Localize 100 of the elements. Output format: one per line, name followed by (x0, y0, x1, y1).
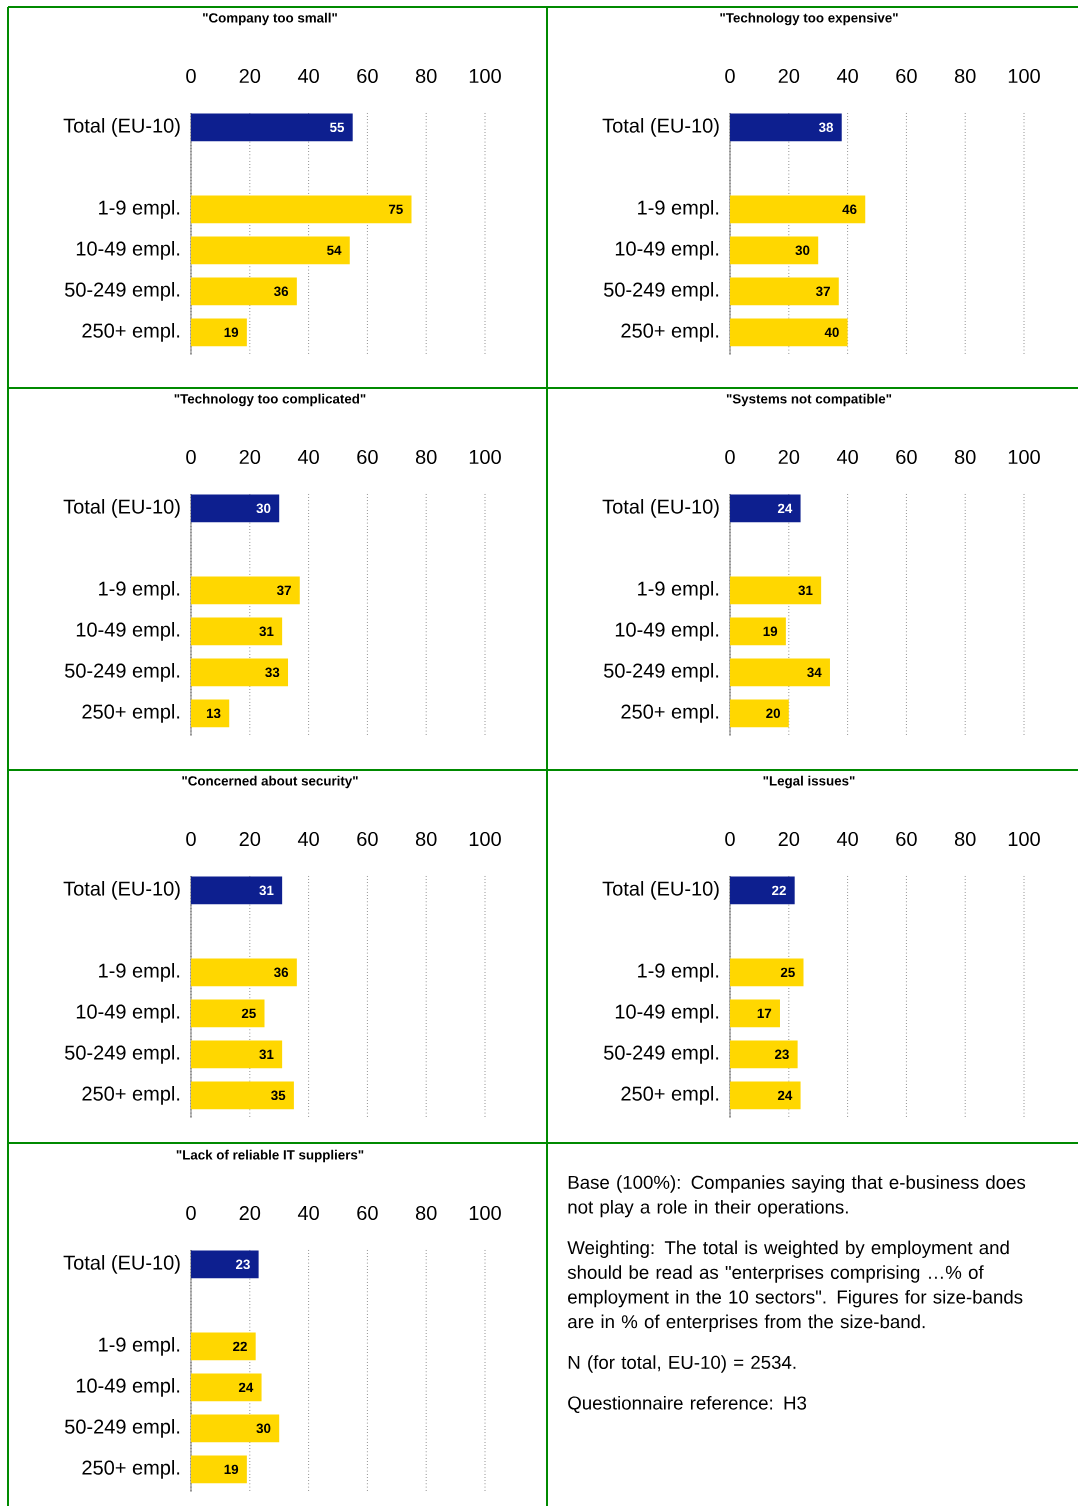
y-tick-label: Total (EU-10) (63, 118, 180, 137)
bar (191, 999, 265, 1028)
bar (730, 699, 789, 728)
data-label: 31 (259, 1049, 274, 1060)
chart-title: "Company too small" (203, 12, 337, 26)
bar (191, 1081, 294, 1110)
x-tick-label: 20 (239, 831, 261, 847)
y-tick-label: 50-249 empl. (65, 1045, 180, 1064)
bar (191, 699, 230, 728)
y-tick-label: 50-249 empl. (65, 282, 180, 301)
bar (730, 658, 830, 687)
bar (191, 236, 350, 265)
y-tick-label: 10-49 empl. (615, 241, 719, 260)
data-label: 23 (774, 1049, 789, 1060)
bar (191, 113, 353, 142)
x-tick-label: 0 (725, 831, 735, 847)
x-tick-label: 20 (778, 449, 800, 465)
bar (191, 876, 283, 905)
x-tick-label: 80 (415, 831, 437, 847)
y-tick-label: 50-249 empl. (65, 1419, 180, 1438)
x-tick-label: 80 (954, 68, 976, 84)
data-label: 23 (235, 1259, 250, 1270)
data-label: 30 (256, 1423, 271, 1434)
y-tick-label: 250+ empl. (82, 1460, 180, 1479)
data-label: 19 (224, 327, 239, 338)
y-tick-label: 50-249 empl. (65, 663, 180, 682)
text: Base (100%): Companies saying that e-business does not play a role in their operations. (568, 1175, 1026, 1218)
data-label: 37 (816, 286, 830, 297)
bar (191, 958, 297, 987)
y-tick-label: 10-49 empl. (76, 241, 180, 260)
x-tick-label: 0 (186, 449, 196, 465)
bar (191, 658, 289, 687)
data-label: 20 (766, 708, 780, 719)
x-tick-label: 80 (954, 831, 976, 847)
data-label: 19 (224, 1464, 239, 1475)
x-tick-label: 20 (239, 449, 261, 465)
x-tick-label: 60 (357, 1205, 378, 1221)
y-tick-label: 250+ empl. (82, 323, 180, 342)
data-label: 31 (259, 885, 274, 896)
data-label: 30 (795, 245, 810, 256)
y-tick-label: Total (EU-10) (602, 118, 719, 137)
x-tick-label: 100 (469, 449, 501, 465)
bar (730, 236, 819, 265)
y-tick-label: Total (EU-10) (602, 499, 719, 518)
data-label: 31 (259, 626, 274, 637)
chart-title: "Legal issues" (763, 775, 855, 789)
data-label: 75 (388, 204, 403, 214)
data-label: 25 (241, 1008, 256, 1019)
x-tick-label: 100 (469, 68, 501, 84)
y-tick-label: 1-9 empl. (638, 200, 719, 219)
data-label: 13 (206, 708, 221, 719)
bar (191, 1040, 283, 1069)
x-tick-label: 0 (725, 449, 735, 465)
x-tick-label: 60 (357, 449, 378, 465)
data-label: 36 (274, 286, 289, 297)
data-label: 24 (777, 503, 793, 513)
y-tick-label: 1-9 empl. (638, 581, 719, 600)
data-label: 17 (757, 1008, 772, 1018)
bar (191, 617, 283, 646)
x-tick-label: 40 (836, 449, 858, 465)
data-label: 19 (763, 626, 778, 637)
bar (191, 318, 247, 347)
x-tick-label: 60 (896, 449, 917, 465)
y-tick-label: 1-9 empl. (99, 581, 180, 600)
y-tick-label: 10-49 empl. (615, 1004, 719, 1023)
data-label: 34 (807, 667, 822, 678)
y-tick-label: 50-249 empl. (604, 663, 719, 682)
data-label: 24 (238, 1382, 254, 1392)
y-tick-label: Total (EU-10) (63, 1255, 180, 1274)
text: N (for total, EU-10) = 2534. (568, 1355, 796, 1373)
x-tick-label: 60 (357, 831, 378, 847)
bar (730, 277, 839, 306)
bar (730, 113, 842, 142)
y-tick-label: 50-249 empl. (604, 1045, 719, 1064)
x-tick-label: 60 (357, 68, 378, 84)
y-tick-label: 250+ empl. (621, 704, 719, 723)
x-tick-label: 80 (415, 68, 437, 84)
chart-title: "Technology too expensive" (720, 12, 898, 26)
y-tick-label: 1-9 empl. (638, 963, 719, 982)
x-tick-label: 100 (1008, 68, 1040, 84)
data-label: 36 (274, 967, 289, 978)
x-tick-label: 40 (297, 449, 319, 465)
y-tick-label: 1-9 empl. (99, 1337, 180, 1356)
x-tick-label: 100 (1008, 449, 1040, 465)
x-tick-label: 20 (239, 1205, 261, 1221)
y-tick-label: 250+ empl. (621, 323, 719, 342)
x-tick-label: 20 (239, 68, 261, 84)
bar (191, 576, 300, 605)
chart-title: "Lack of reliable IT suppliers" (176, 1149, 364, 1163)
data-label: 24 (777, 1090, 793, 1100)
chart-title: "Systems not compatible" (726, 393, 892, 407)
x-tick-label: 0 (186, 1205, 196, 1221)
data-label: 25 (780, 967, 795, 978)
x-tick-label: 0 (186, 68, 196, 84)
data-label: 30 (256, 503, 271, 514)
text: Weighting: The total is weighted by employment and should be read as "enterprises comprising …% of employment in the 10 sectors". Figures for size-bands are in % of enterprises from the size-band. (567, 1240, 1023, 1332)
x-tick-label: 20 (778, 68, 800, 84)
y-tick-label: 1-9 empl. (99, 963, 180, 982)
x-tick-label: 40 (297, 831, 319, 847)
x-tick-label: 20 (778, 831, 800, 847)
